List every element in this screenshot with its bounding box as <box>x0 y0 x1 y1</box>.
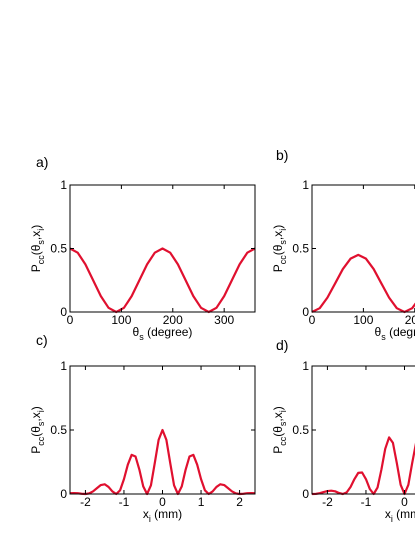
y-axis-label-sub: cc <box>278 436 288 446</box>
x-axis-label-part: (mm) <box>393 507 415 521</box>
data-line <box>311 436 415 496</box>
x-tick-label: 200 <box>405 313 415 327</box>
y-axis-label-part: (θ <box>271 244 285 255</box>
data-line <box>69 247 256 314</box>
panel-label: d) <box>276 337 288 353</box>
y-tick-label: 1 <box>60 359 67 373</box>
x-tick-label: -1 <box>119 495 130 509</box>
data-line <box>69 428 256 496</box>
y-tick-label: 0 <box>302 487 309 501</box>
y-axis-label-part: ) <box>271 406 285 410</box>
y-axis-label-part: ,x <box>271 412 285 421</box>
y-axis-label-part: ,x <box>29 412 43 421</box>
y-tick-label: 0.5 <box>292 242 309 256</box>
y-axis-label-part: ) <box>29 225 43 229</box>
y-axis-label-sub: s <box>278 240 288 245</box>
x-tick-label: -2 <box>80 495 91 509</box>
data-line <box>311 253 415 314</box>
y-axis-label-part: (θ <box>29 244 43 255</box>
y-axis-label-sub: cc <box>36 436 46 446</box>
y-axis-label: Pcc(θs,xi) <box>29 406 46 454</box>
x-axis-label-part: x <box>143 507 149 521</box>
y-axis-label-part: ) <box>29 406 43 410</box>
x-tick-label: 200 <box>163 313 183 327</box>
x-axis-label-part: x <box>385 507 391 521</box>
y-axis-label: Pcc(θs,xi) <box>271 406 288 454</box>
y-axis-label-part: P <box>29 264 43 272</box>
x-axis-label-part: (mm) <box>151 507 182 521</box>
x-axis-label-part: (degree) <box>144 325 193 339</box>
y-axis-label-sub: s <box>36 240 46 245</box>
x-tick-label: 100 <box>353 313 373 327</box>
y-axis-label-sub: i <box>278 229 288 231</box>
y-axis-label-sub: s <box>278 421 288 426</box>
x-tick-label: 2 <box>236 495 243 509</box>
y-axis-label-part: (θ <box>29 426 43 437</box>
x-tick-label: 100 <box>111 313 131 327</box>
y-axis-label-sub: i <box>36 410 46 412</box>
y-axis-label-sub: cc <box>278 255 288 265</box>
y-axis-label-part: P <box>29 446 43 454</box>
x-axis-label: θs (degree) <box>375 325 415 342</box>
x-axis-label: θs (degree) <box>133 325 193 342</box>
y-axis-label-part: P <box>271 264 285 272</box>
x-axis-label: xi (mm) <box>143 507 182 524</box>
y-tick-label: 0.5 <box>50 423 67 437</box>
x-tick-label: 0 <box>309 313 316 327</box>
x-tick-label: -1 <box>361 495 372 509</box>
y-axis-label-part: ,x <box>271 231 285 240</box>
y-tick-label: 1 <box>302 359 309 373</box>
y-tick-label: 1 <box>302 178 309 192</box>
y-tick-label: 0.5 <box>50 242 67 256</box>
panel-label: b) <box>276 147 288 163</box>
panel-label: c) <box>36 332 48 348</box>
y-tick-label: 0 <box>60 487 67 501</box>
y-tick-label: 0.5 <box>292 423 309 437</box>
y-axis-label-part: ) <box>271 225 285 229</box>
x-tick-label: 0 <box>67 313 74 327</box>
y-axis-label-part: ,x <box>29 231 43 240</box>
y-tick-label: 0 <box>302 305 309 319</box>
x-axis-label-part: θ <box>375 325 382 339</box>
x-axis-label-part: (degree) <box>386 325 415 339</box>
x-tick-label: 1 <box>198 495 205 509</box>
x-axis-label-sub: i <box>391 514 393 524</box>
x-axis-label-sub: s <box>381 332 386 342</box>
x-tick-label: -2 <box>322 495 333 509</box>
y-axis-label-sub: i <box>278 410 288 412</box>
y-axis-label-part: P <box>271 446 285 454</box>
x-tick-label: 0 <box>401 495 408 509</box>
y-axis-label: Pcc(θs,xi) <box>29 225 46 273</box>
x-axis-label-sub: s <box>139 332 144 342</box>
y-tick-label: 0 <box>60 305 67 319</box>
x-axis-label-sub: i <box>149 514 151 524</box>
x-tick-label: 300 <box>214 313 234 327</box>
panel-label: a) <box>36 154 48 170</box>
y-axis-label-sub: cc <box>36 255 46 265</box>
y-axis-label-sub: s <box>36 421 46 426</box>
x-axis-label-part: θ <box>133 325 140 339</box>
axes-box <box>311 184 415 313</box>
y-tick-label: 1 <box>60 178 67 192</box>
y-axis-label-sub: i <box>36 229 46 231</box>
x-axis-label: xi (mm) <box>385 507 415 524</box>
y-axis-label: Pcc(θs,xi) <box>271 225 288 273</box>
y-axis-label-part: (θ <box>271 426 285 437</box>
x-tick-label: 0 <box>159 495 166 509</box>
